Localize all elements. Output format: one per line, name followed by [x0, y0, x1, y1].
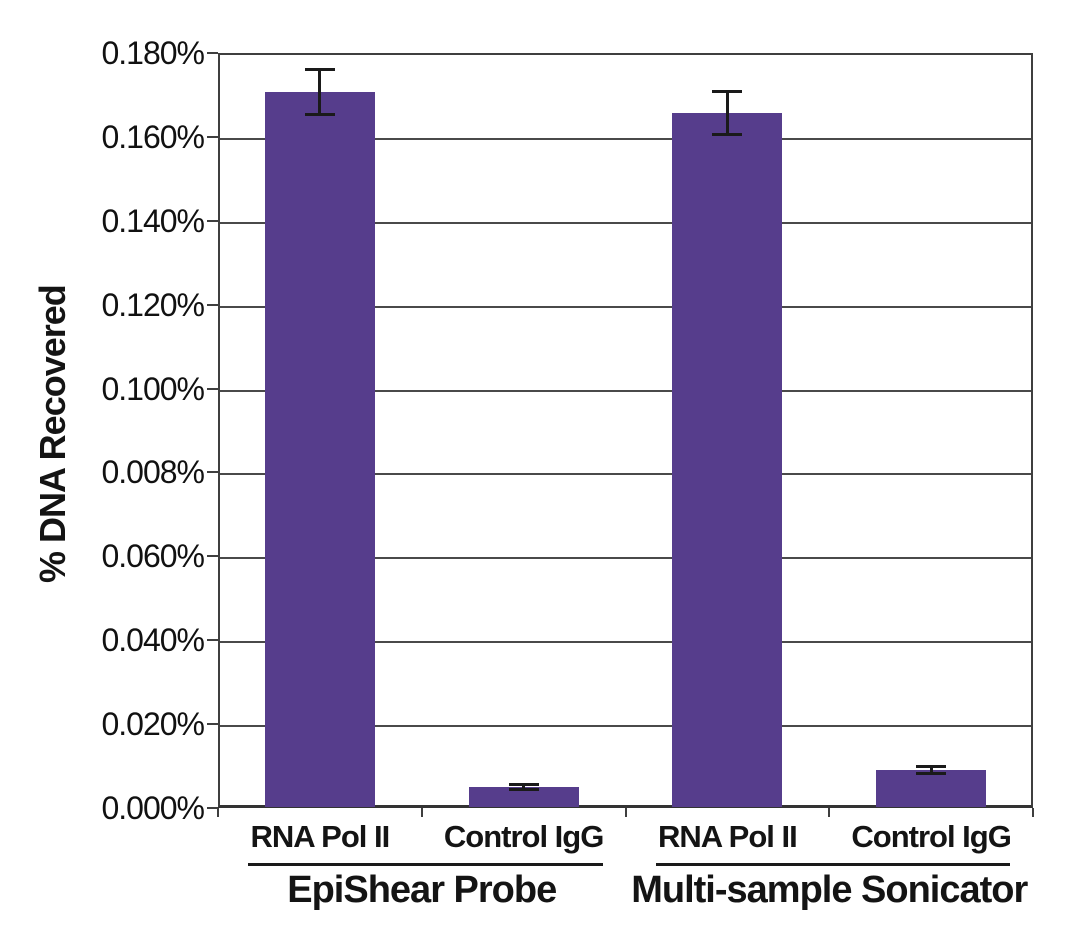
error-bar-top-cap	[712, 89, 743, 93]
y-tick-label: 0.060%	[101, 538, 205, 575]
y-tick-mark	[207, 387, 218, 390]
y-tick-label: 0.180%	[101, 35, 205, 71]
y-tick-mark	[207, 555, 218, 558]
x-category-label-rna-pol-ii: RNA Pol II	[250, 819, 391, 854]
x-tick-mark	[828, 808, 831, 817]
y-tick-label: 0.120%	[101, 286, 205, 323]
y-tick-label: 0.140%	[101, 202, 205, 239]
error-bar-bottom-cap	[712, 133, 743, 137]
error-bar-top-cap	[916, 764, 947, 768]
plot-area	[218, 53, 1033, 808]
group-label-multi-sample-sonicator: Multi-sample Sonicator	[631, 869, 1028, 911]
gridline	[220, 557, 1031, 560]
x-category-label-control-igg: Control IgG	[851, 819, 1011, 854]
group-underline	[655, 863, 1010, 866]
gridline	[220, 221, 1031, 224]
bar-multi-sample-sonicator-control-igg	[876, 770, 987, 807]
error-bar	[318, 68, 322, 115]
error-bar-bottom-cap	[304, 112, 335, 116]
error-bar-top-cap	[304, 67, 335, 71]
y-tick-mark	[207, 303, 218, 306]
x-tick-mark	[624, 808, 627, 817]
error-bar-bottom-cap	[508, 788, 539, 792]
y-tick-mark	[207, 52, 218, 54]
y-tick-label: 0.008%	[101, 454, 205, 491]
y-tick-label: 0.020%	[101, 706, 205, 743]
x-tick-mark	[420, 808, 423, 817]
error-bar-bottom-cap	[916, 772, 947, 776]
y-tick-mark	[207, 639, 218, 642]
group-label-epishear-probe: EpiShear Probe	[287, 869, 557, 911]
y-tick-mark	[207, 807, 218, 809]
x-category-label-control-igg: Control IgG	[443, 819, 604, 854]
y-tick-mark	[207, 471, 218, 474]
gridline	[220, 473, 1031, 476]
y-tick-label: 0.000%	[101, 790, 205, 826]
gridline	[220, 137, 1031, 140]
bar-epishear-probe-control-igg	[468, 786, 579, 807]
y-tick-label: 0.100%	[101, 370, 205, 407]
gridline	[220, 725, 1031, 728]
error-bar	[929, 765, 933, 775]
y-tick-mark	[207, 135, 218, 138]
x-tick-mark	[217, 808, 219, 817]
gridline	[220, 389, 1031, 392]
x-category-label-rna-pol-ii: RNA Pol II	[658, 819, 798, 854]
bar-epishear-probe-rna-pol-ii	[264, 91, 375, 807]
y-tick-label: 0.040%	[101, 622, 205, 659]
y-tick-mark	[207, 219, 218, 222]
error-bar	[522, 783, 526, 791]
y-tick-label: 0.160%	[101, 118, 205, 155]
bar-multi-sample-sonicator-rna-pol-ii	[672, 112, 783, 807]
y-tick-mark	[207, 723, 218, 726]
error-bar	[725, 90, 729, 136]
gridline	[220, 641, 1031, 644]
x-tick-mark	[1032, 808, 1034, 817]
error-bar-top-cap	[508, 782, 539, 786]
gridline	[220, 305, 1031, 308]
group-underline	[248, 863, 603, 866]
